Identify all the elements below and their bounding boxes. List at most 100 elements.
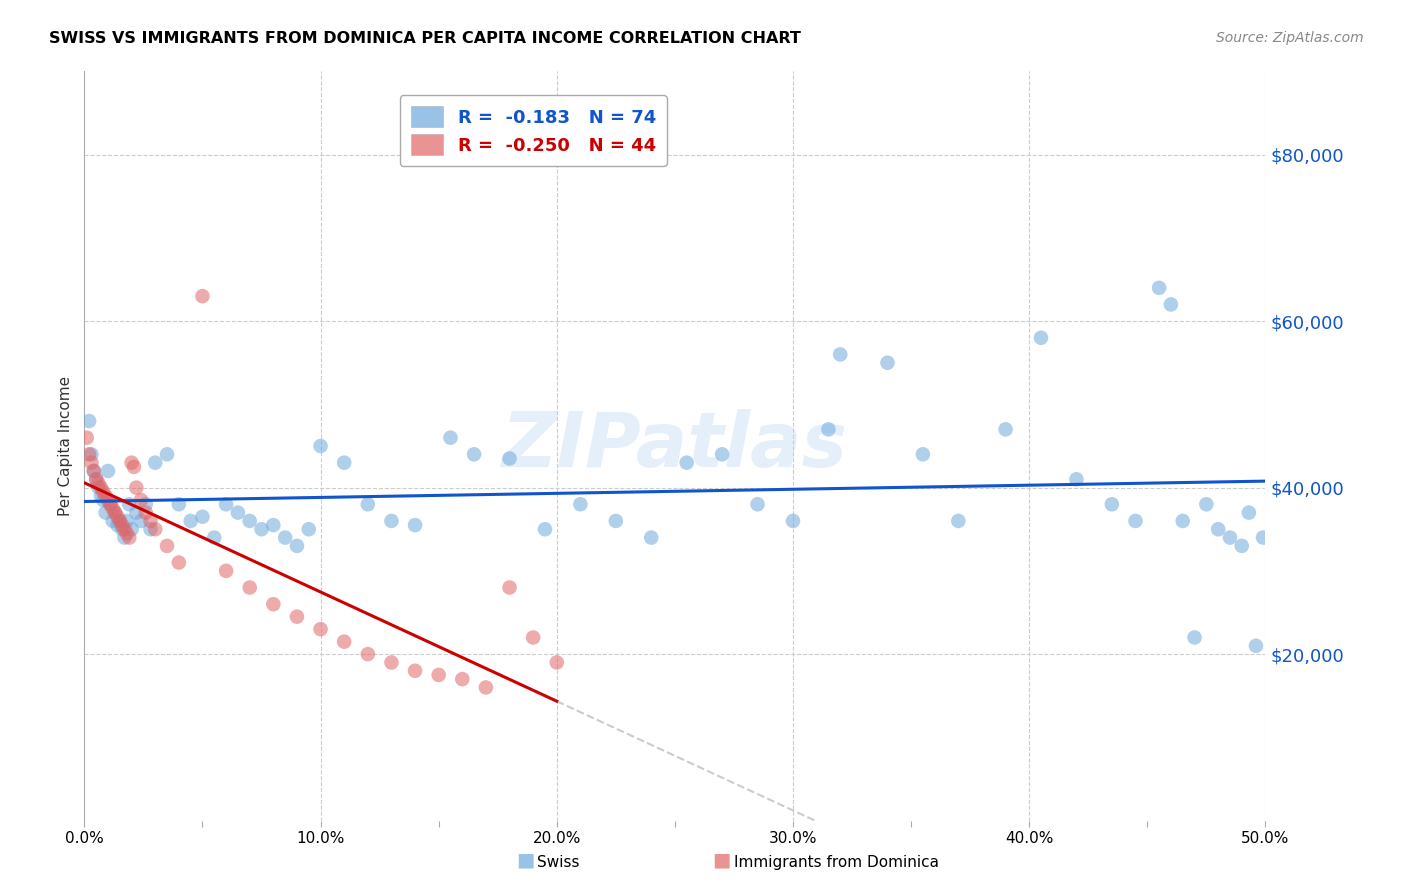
Point <box>427 668 450 682</box>
Point <box>84 472 107 486</box>
Point <box>817 422 839 436</box>
Point <box>522 631 544 645</box>
Point <box>451 672 474 686</box>
Point <box>1029 331 1052 345</box>
Point <box>180 514 202 528</box>
Point <box>135 497 157 511</box>
Point <box>675 456 697 470</box>
Point <box>97 464 120 478</box>
Point <box>94 506 117 520</box>
Point <box>121 522 143 536</box>
Point <box>167 497 190 511</box>
Point <box>107 518 129 533</box>
Point <box>1244 639 1267 653</box>
Point <box>94 489 117 503</box>
Point <box>77 447 100 461</box>
Point <box>404 664 426 678</box>
Point <box>90 481 112 495</box>
Point <box>439 431 461 445</box>
Point <box>1066 472 1088 486</box>
Point <box>129 514 152 528</box>
Point <box>143 522 166 536</box>
Point <box>239 514 262 528</box>
Point <box>1251 531 1274 545</box>
Point <box>139 514 162 528</box>
Point <box>911 447 934 461</box>
Point <box>156 447 179 461</box>
Point <box>114 522 136 536</box>
Point <box>1101 497 1123 511</box>
Point <box>118 497 141 511</box>
Point <box>80 456 103 470</box>
Text: SWISS VS IMMIGRANTS FROM DOMINICA PER CAPITA INCOME CORRELATION CHART: SWISS VS IMMIGRANTS FROM DOMINICA PER CA… <box>49 31 801 46</box>
Point <box>84 472 107 486</box>
Point <box>747 497 769 511</box>
Point <box>129 493 152 508</box>
Point <box>91 493 114 508</box>
Point <box>226 506 249 520</box>
Point <box>1147 281 1170 295</box>
Point <box>285 609 308 624</box>
Point <box>463 447 485 461</box>
Point <box>101 501 124 516</box>
Point <box>156 539 179 553</box>
Point <box>498 581 520 595</box>
Point <box>104 506 127 520</box>
Text: ■: ■ <box>516 851 534 870</box>
Point <box>114 531 136 545</box>
Point <box>948 514 970 528</box>
Point <box>77 414 100 428</box>
Point <box>108 514 131 528</box>
Point <box>97 493 120 508</box>
Point <box>90 489 112 503</box>
Point <box>1230 539 1253 553</box>
Point <box>1184 631 1206 645</box>
Point <box>357 497 380 511</box>
Point <box>830 347 852 361</box>
Point <box>191 289 214 303</box>
Point <box>87 476 110 491</box>
Point <box>121 456 143 470</box>
Point <box>1237 506 1260 520</box>
Point <box>87 481 110 495</box>
Point <box>91 484 114 499</box>
Point <box>98 497 121 511</box>
Point <box>309 622 332 636</box>
Point <box>333 456 356 470</box>
Point <box>118 531 141 545</box>
Point <box>534 522 557 536</box>
Point <box>108 514 131 528</box>
Point <box>125 481 148 495</box>
Point <box>1195 497 1218 511</box>
Point <box>380 514 402 528</box>
Text: Source: ZipAtlas.com: Source: ZipAtlas.com <box>1216 31 1364 45</box>
Point <box>274 531 297 545</box>
Legend: R =  -0.183   N = 74, R =  -0.250   N = 44: R = -0.183 N = 74, R = -0.250 N = 44 <box>399 95 666 166</box>
Point <box>239 581 262 595</box>
Point <box>76 431 98 445</box>
Text: ZIPatlas: ZIPatlas <box>502 409 848 483</box>
Point <box>83 464 105 478</box>
Point <box>1206 522 1229 536</box>
Point <box>1171 514 1194 528</box>
Point <box>262 597 284 611</box>
Y-axis label: Per Capita Income: Per Capita Income <box>58 376 73 516</box>
Point <box>711 447 734 461</box>
Point <box>498 451 520 466</box>
Point <box>98 497 121 511</box>
Text: Swiss: Swiss <box>537 855 579 870</box>
Point <box>115 514 138 528</box>
Point <box>122 459 145 474</box>
Point <box>1219 531 1241 545</box>
Point <box>380 656 402 670</box>
Point <box>115 526 138 541</box>
Point <box>404 518 426 533</box>
Point <box>546 656 568 670</box>
Point <box>125 506 148 520</box>
Point <box>191 509 214 524</box>
Text: Immigrants from Dominica: Immigrants from Dominica <box>734 855 939 870</box>
Point <box>202 531 225 545</box>
Text: ■: ■ <box>713 851 731 870</box>
Point <box>111 518 134 533</box>
Point <box>876 356 898 370</box>
